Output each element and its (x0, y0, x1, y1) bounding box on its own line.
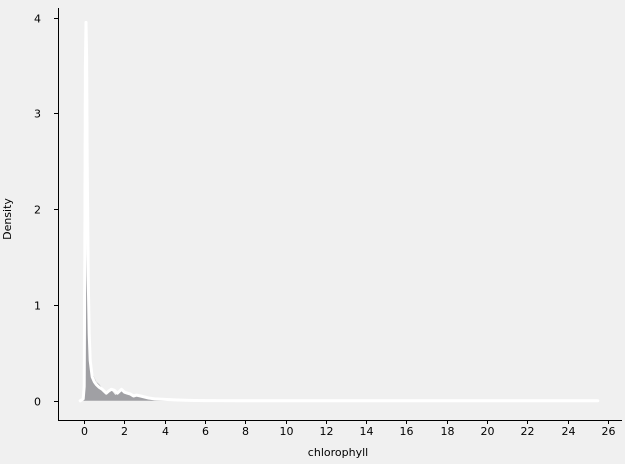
x-axis-label: chlorophyll (308, 446, 368, 459)
x-tick-label: 6 (202, 425, 209, 438)
x-tick-label: 14 (360, 425, 374, 438)
x-tick-label: 24 (562, 425, 576, 438)
x-tick-label: 2 (121, 425, 128, 438)
y-tick-label: 1 (34, 300, 41, 313)
density-area (82, 204, 191, 401)
y-tick-label: 4 (34, 13, 41, 26)
x-tick-label: 0 (81, 425, 88, 438)
axes-layer (58, 8, 622, 421)
density-curve (78, 20, 600, 403)
y-axis-label: Density (1, 198, 14, 240)
x-tick-label: 4 (162, 425, 169, 438)
x-tick-label: 8 (242, 425, 249, 438)
x-tick-label: 26 (602, 425, 616, 438)
series-layer (78, 20, 600, 403)
x-tick-label: 22 (521, 425, 535, 438)
x-tick-label: 12 (320, 425, 334, 438)
x-tick-label: 20 (481, 425, 495, 438)
y-tick-label: 3 (34, 108, 41, 121)
x-tick-label: 18 (441, 425, 455, 438)
y-tick-label: 2 (34, 204, 41, 217)
y-tick-label: 0 (34, 396, 41, 409)
x-tick-label: 16 (400, 425, 414, 438)
x-tick-label: 10 (280, 425, 294, 438)
